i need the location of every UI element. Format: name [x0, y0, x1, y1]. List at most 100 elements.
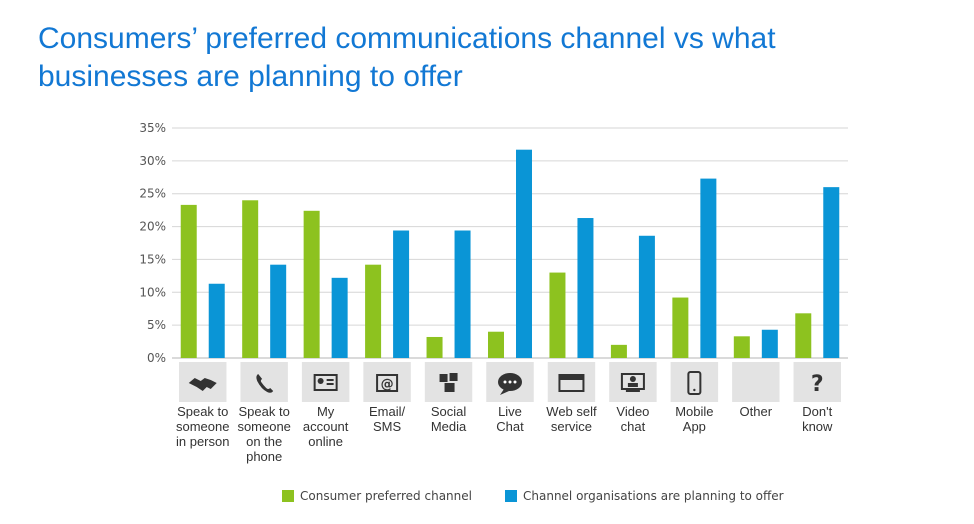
category-label-line: Email/ [369, 404, 406, 419]
category-icon-tile [240, 362, 288, 402]
bar-consumer [365, 264, 382, 358]
bar-organisations [761, 329, 778, 358]
mobile-button [693, 388, 696, 392]
category-label-line: on the [246, 434, 282, 449]
category-icon-tile [793, 362, 841, 402]
bar-consumer [549, 272, 566, 358]
legend-item-consumer: Consumer preferred channel [282, 489, 472, 503]
category-label: Web self service [546, 404, 597, 434]
category-icon-tile [547, 362, 596, 402]
phone-shape [256, 374, 274, 393]
bar-organisations [577, 218, 594, 358]
bar-consumer [488, 331, 504, 358]
bar-organisations [331, 277, 348, 358]
bar-consumer [610, 344, 627, 358]
legend-label-consumer: Consumer preferred channel [300, 489, 472, 503]
category-label-line: online [308, 434, 343, 449]
bar-consumer [180, 204, 197, 358]
bar-organisations [823, 187, 840, 358]
bar-consumer [242, 200, 259, 358]
category-label-line: account [303, 419, 349, 434]
bar-organisations [270, 264, 287, 358]
category-icon-tile [732, 362, 780, 402]
email-icon: @ [376, 374, 399, 392]
card-avatar [317, 378, 324, 384]
category-label: Don't know [802, 404, 833, 434]
category-icon-tile [424, 362, 473, 402]
category-label: Speak to someone in person [176, 404, 229, 449]
mobile-outline [687, 371, 702, 395]
category-label-line: Other [740, 404, 773, 419]
social-square [439, 374, 448, 382]
category-label-line: Speak to [177, 404, 228, 419]
video-monitor-icon [620, 373, 645, 392]
y-tick-label: 20% [139, 220, 166, 234]
legend-swatch-organisations [505, 490, 517, 502]
category-label-line: SMS [373, 419, 402, 434]
bar-organisations [393, 230, 410, 358]
account-card-icon [313, 374, 338, 391]
bar-organisations [454, 230, 471, 358]
bubble-tail [500, 389, 509, 395]
web-browser-icon [558, 374, 585, 392]
question-glyph: ? [811, 372, 824, 397]
category-label: Video chat [616, 404, 649, 434]
category-label: Mobile App [675, 404, 713, 434]
category-label-line: Mobile [675, 404, 713, 419]
at-symbol: @ [381, 377, 394, 392]
social-square [444, 383, 455, 392]
bubble-dot [513, 380, 517, 384]
legend-item-organisations: Channel organisations are planning to of… [505, 489, 784, 503]
monitor-outline [620, 373, 645, 390]
bar-organisations [208, 283, 225, 358]
phone-icon [256, 374, 274, 393]
bubble-dot [508, 380, 512, 384]
card-line [326, 383, 334, 385]
y-tick-label: 10% [139, 285, 166, 299]
y-tick-label: 5% [147, 318, 166, 332]
bar-consumer [303, 210, 320, 358]
category-label-line: Video [616, 404, 649, 419]
chat-bubble-icon [498, 373, 522, 395]
bar-consumer [672, 297, 689, 358]
category-label-line: Live [498, 404, 522, 419]
card-line [326, 379, 334, 381]
bar-organisations [638, 235, 655, 358]
chart-title-line-2: businesses are planning to offer [38, 60, 463, 93]
category-icon-tile [609, 362, 657, 402]
y-tick-label: 25% [139, 187, 166, 201]
category-label: Email/SMS [369, 404, 406, 434]
category-label-line: Don't [802, 404, 832, 419]
category-icon-tile [670, 362, 719, 402]
category-label-line: chat [621, 419, 646, 434]
category-label-line: someone [176, 419, 229, 434]
handshake-icon [188, 378, 217, 391]
category-label: Speak to someone on the phone [237, 404, 290, 464]
category-label: Social Media [431, 404, 467, 434]
bar-consumer [733, 336, 750, 358]
y-tick-label: 35% [139, 121, 166, 135]
category-icon-tile [301, 362, 350, 402]
category-label-line: Speak to [239, 404, 290, 419]
browser-bar [559, 375, 584, 380]
category-label-line: someone [237, 419, 290, 434]
category-label-line: know [802, 419, 833, 434]
category-label-line: in person [176, 434, 229, 449]
handshake-shape [188, 378, 217, 391]
category-label-line: phone [246, 449, 282, 464]
category-label-line: Media [431, 419, 467, 434]
mobile-phone-icon [687, 371, 702, 395]
card-outline [313, 374, 338, 391]
category-label-line: Chat [496, 419, 524, 434]
chart-title-line-1: Consumers’ preferred communications chan… [38, 22, 776, 55]
category-label: Live Chat [496, 404, 524, 434]
category-label: Other [740, 404, 773, 419]
category-label-line: Web self [546, 404, 597, 419]
social-media-icon [439, 373, 458, 392]
y-tick-label: 15% [139, 252, 166, 266]
category-label: My account online [303, 404, 349, 449]
bar-consumer [795, 313, 812, 358]
category-label-line: App [683, 419, 706, 434]
envelope-outline [376, 374, 399, 392]
